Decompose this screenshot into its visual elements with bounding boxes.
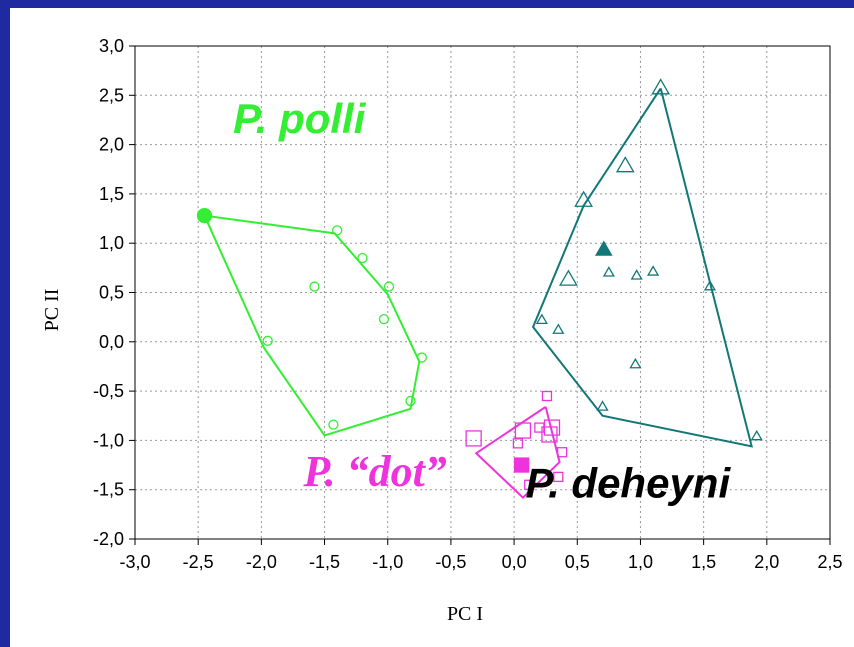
y-tick-label: 2,0 bbox=[99, 135, 124, 155]
point-deheyni bbox=[630, 269, 643, 280]
point-dot bbox=[524, 479, 535, 490]
large-point-deheyni bbox=[574, 190, 593, 207]
point-deheyni bbox=[602, 266, 615, 277]
point-polli bbox=[309, 281, 320, 292]
point-dot bbox=[512, 438, 524, 449]
hull-polli bbox=[203, 214, 421, 437]
y-axis-label: PC II bbox=[41, 289, 63, 332]
x-tick-label: 2,0 bbox=[754, 552, 779, 572]
group-labels: P. polli P. deheyni P. “dot” bbox=[233, 95, 731, 507]
large-point-dot bbox=[465, 430, 482, 447]
x-tick-label: 0,5 bbox=[565, 552, 590, 572]
point-deheyni bbox=[552, 323, 565, 334]
y-tick-label: -1,0 bbox=[93, 430, 124, 450]
large-point-deheyni bbox=[615, 156, 635, 173]
point-deheyni bbox=[647, 265, 660, 276]
group-label-deheyni: P. deheyni bbox=[525, 460, 731, 507]
point-deheyni bbox=[750, 429, 763, 441]
x-tick-label: -1,0 bbox=[372, 552, 403, 572]
grid-lines bbox=[135, 46, 830, 539]
x-tick-label: 2,5 bbox=[817, 552, 842, 572]
group-label-dot: P. “dot” bbox=[302, 447, 446, 496]
x-tick-label: -1,5 bbox=[309, 552, 340, 572]
hull-deheyni bbox=[531, 87, 754, 448]
group-label-polli: P. polli bbox=[233, 95, 367, 142]
point-dot bbox=[556, 447, 568, 458]
x-axis-label: PC I bbox=[447, 603, 483, 625]
y-tick-label: 1,5 bbox=[99, 184, 124, 204]
point-polli bbox=[328, 419, 339, 430]
x-tick-label: -2,5 bbox=[183, 552, 214, 572]
point-polli bbox=[332, 225, 343, 236]
x-tick-label: -3,0 bbox=[119, 552, 150, 572]
y-tick-label: 1,0 bbox=[99, 233, 124, 253]
x-tick-label: 1,0 bbox=[628, 552, 653, 572]
point-deheyni bbox=[596, 400, 609, 411]
point-dot bbox=[541, 390, 553, 402]
data-points bbox=[196, 78, 763, 490]
y-tick-label: 0,5 bbox=[99, 283, 124, 303]
x-tick-label: -2,0 bbox=[246, 552, 277, 572]
point-polli bbox=[262, 335, 273, 346]
x-tick-label: 0,0 bbox=[502, 552, 527, 572]
mean-point-dot bbox=[514, 457, 530, 473]
point-polli bbox=[357, 252, 368, 264]
point-polli bbox=[405, 395, 416, 407]
axis-ticks: -3,0 -2,5 -2,0 -1,5 -1,0 -0,5 0,0 0,5 1,0 1,5 2,0 2… bbox=[93, 36, 843, 572]
point-deheyni bbox=[535, 313, 548, 325]
large-point-dot bbox=[514, 422, 532, 439]
y-tick-label: -1,5 bbox=[93, 480, 124, 500]
point-polli bbox=[383, 281, 395, 292]
large-point-deheyni bbox=[559, 269, 578, 286]
y-tick-label: -2,0 bbox=[93, 529, 124, 549]
mean-point-polli bbox=[196, 207, 213, 224]
y-tick-label: 0,0 bbox=[99, 332, 124, 352]
y-tick-label: 2,5 bbox=[99, 85, 124, 105]
y-tick-label: -0,5 bbox=[93, 381, 124, 401]
point-deheyni bbox=[703, 279, 717, 291]
chart-panel: -3,0 -2,5 -2,0 -1,5 -1,0 -0,5 0,0 0,5 1,0 1,5 2,0 2… bbox=[10, 8, 854, 647]
group-hulls bbox=[203, 87, 754, 499]
hull-dot bbox=[474, 406, 561, 499]
point-polli bbox=[378, 313, 390, 325]
point-deheyni bbox=[629, 357, 642, 369]
large-point-deheyni bbox=[651, 78, 671, 95]
large-point-dot bbox=[541, 426, 558, 443]
pca-scatter-chart: -3,0 -2,5 -2,0 -1,5 -1,0 -0,5 0,0 0,5 1,0 1,5 2,0 2… bbox=[41, 36, 843, 625]
y-tick-label: 3,0 bbox=[99, 36, 124, 56]
point-dot bbox=[553, 471, 564, 483]
x-tick-label: 1,5 bbox=[691, 552, 716, 572]
x-tick-label: -0,5 bbox=[435, 552, 466, 572]
point-polli bbox=[416, 352, 427, 363]
mean-point-deheyni bbox=[594, 240, 613, 256]
